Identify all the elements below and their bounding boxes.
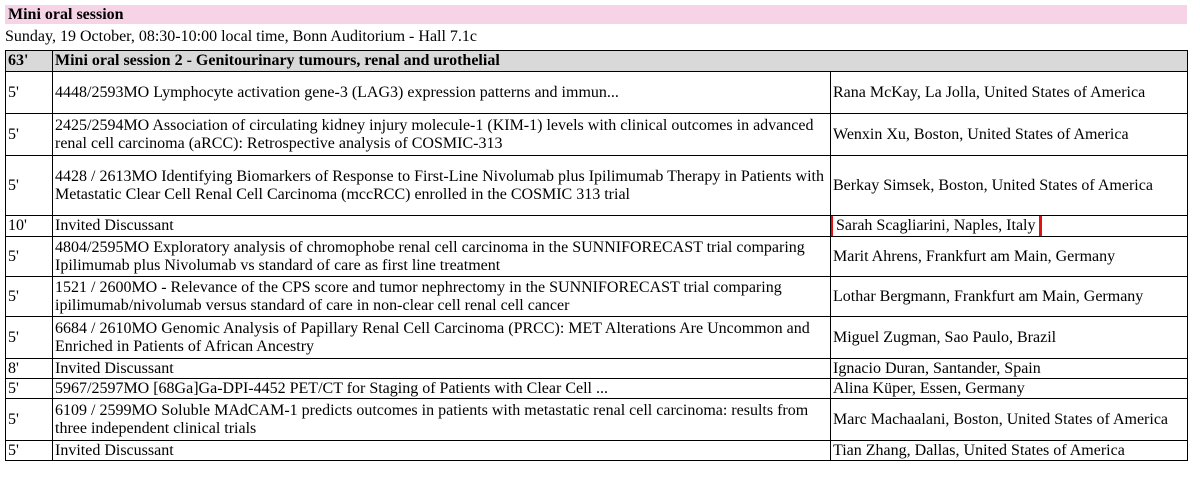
group-duration: 63' [5, 50, 53, 72]
row-speaker: Lothar Bergmann, Frankfurt am Main, Germ… [829, 276, 1189, 317]
table-row: 5' 2425/2594MO Association of circulatin… [5, 113, 1189, 156]
table-row: 5' 1521 / 2600MO - Relevance of the CPS … [5, 276, 1189, 317]
table-row: 5' 5967/2597MO [68Ga]Ga-DPI-4452 PET/CT … [5, 378, 1189, 399]
row-speaker: Alina Küper, Essen, Germany [829, 378, 1189, 399]
row-duration: 5' [5, 276, 53, 317]
group-header-row: 63' Mini oral session 2 - Genitourinary … [5, 50, 1189, 72]
row-title: Invited Discussant [52, 440, 831, 461]
row-duration: 5' [5, 398, 53, 441]
row-duration: 5' [5, 316, 53, 359]
row-duration: 5' [5, 71, 53, 114]
row-title: 5967/2597MO [68Ga]Ga-DPI-4452 PET/CT for… [52, 378, 831, 399]
table-row: 5' 4804/2595MO Exploratory analysis of c… [5, 236, 1189, 277]
row-title: 6684 / 2610MO Genomic Analysis of Papill… [52, 316, 831, 359]
row-title: 6109 / 2599MO Soluble MAdCAM-1 predicts … [52, 398, 831, 441]
row-title: Invited Discussant [52, 215, 831, 237]
table-row: 8' Invited Discussant Ignacio Duran, San… [5, 358, 1189, 379]
row-speaker: Berkay Simsek, Boston, United States of … [829, 155, 1189, 216]
row-duration: 5' [5, 155, 53, 216]
row-speaker: Rana McKay, La Jolla, United States of A… [829, 71, 1189, 114]
row-speaker: Miguel Zugman, Sao Paulo, Brazil [829, 316, 1189, 359]
table-row: 5' Invited Discussant Tian Zhang, Dallas… [5, 440, 1189, 461]
session-title: Mini oral session [5, 5, 1187, 24]
table-row: 5' 4428 / 2613MO Identifying Biomarkers … [5, 155, 1189, 216]
row-title: 2425/2594MO Association of circulating k… [52, 113, 831, 156]
row-title: 4448/2593MO Lymphocyte activation gene-3… [52, 71, 831, 114]
row-duration: 8' [5, 358, 53, 379]
row-duration: 10' [5, 215, 53, 237]
row-title: 4804/2595MO Exploratory analysis of chro… [52, 236, 831, 277]
row-duration: 5' [5, 113, 53, 156]
row-speaker: Ignacio Duran, Santander, Spain [829, 358, 1189, 379]
row-speaker: Marit Ahrens, Frankfurt am Main, Germany [829, 236, 1189, 277]
row-duration: 5' [5, 440, 53, 461]
table-row: 10' Invited Discussant Sarah Scagliarini… [5, 215, 1189, 237]
session-table: 63' Mini oral session 2 - Genitourinary … [5, 50, 1189, 461]
row-speaker: Sarah Scagliarini, Naples, Italy [829, 215, 1189, 237]
row-speaker: Tian Zhang, Dallas, United States of Ame… [829, 440, 1189, 461]
row-title: Invited Discussant [52, 358, 831, 379]
row-speaker: Marc Machaalani, Boston, United States o… [829, 398, 1189, 441]
session-info: Sunday, 19 October, 08:30-10:00 local ti… [5, 28, 478, 45]
highlighted-speaker: Sarah Scagliarini, Naples, Italy [831, 216, 1042, 236]
row-title: 4428 / 2613MO Identifying Biomarkers of … [52, 155, 831, 216]
table-row: 5' 6109 / 2599MO Soluble MAdCAM-1 predic… [5, 398, 1189, 441]
table-row: 5' 6684 / 2610MO Genomic Analysis of Pap… [5, 316, 1189, 359]
group-title: Mini oral session 2 - Genitourinary tumo… [51, 50, 1189, 72]
row-duration: 5' [5, 236, 53, 277]
table-row: 5' 4448/2593MO Lymphocyte activation gen… [5, 71, 1189, 114]
row-title: 1521 / 2600MO - Relevance of the CPS sco… [52, 276, 831, 317]
row-speaker: Wenxin Xu, Boston, United States of Amer… [829, 113, 1189, 156]
row-duration: 5' [5, 378, 53, 399]
